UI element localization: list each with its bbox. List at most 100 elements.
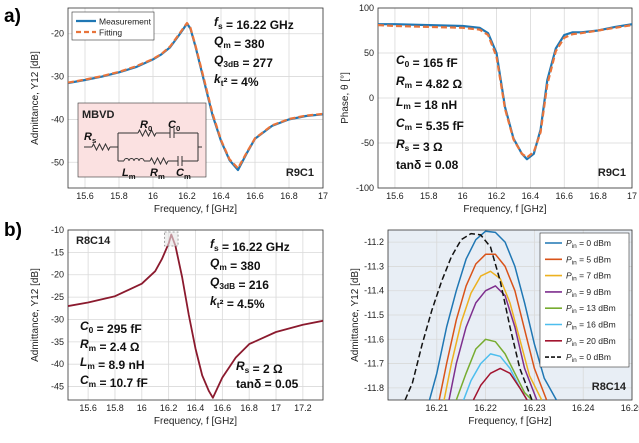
panel-label-a: a): [4, 6, 21, 27]
y-axis-label: Phase, θ [°]: [340, 72, 351, 124]
label-cm: Cm: [176, 167, 191, 181]
x-tick-label: 16.6: [246, 191, 264, 201]
series-line-p-in-13-dbm-4: [455, 338, 533, 400]
label-rm: Rm: [150, 167, 165, 181]
y-tick-label: 100: [359, 3, 374, 13]
x-tick-label: 16.24: [572, 403, 595, 413]
param-3: Cm = 5.35 fF: [396, 116, 464, 133]
param-top-0: fs = 16.22 GHz: [210, 237, 290, 254]
x-tick-label: 16.2: [178, 191, 196, 201]
mbvd-inset: MBVD Rs R0 C0 Lm Rm Cm: [77, 102, 207, 181]
plot-frame: [67, 7, 324, 189]
x-tick-label: 16.4: [187, 403, 205, 413]
y-tick-label: -100: [356, 183, 374, 193]
x-axis-label: Frequency, f [GHz]: [468, 416, 551, 427]
y-axis-label: Admittance, Y12 [dB]: [30, 51, 41, 145]
y-tick-label: -15: [51, 247, 64, 257]
y-tick-label: -30: [51, 72, 64, 82]
series-line-p-in-9-dbm-3: [448, 285, 538, 400]
legend-label-4: Pin = 13 dBm: [566, 303, 616, 315]
param-left-0: C0 = 295 fF: [80, 319, 142, 336]
y-tick-label: -50: [51, 157, 64, 167]
y-tick-label: -50: [361, 138, 374, 148]
series-line-p-in-0-dbm-0: [428, 230, 558, 400]
legend-label-0: Pin = 0 dBm: [566, 238, 611, 250]
series-line-p-in-20-dbm-6: [472, 367, 528, 400]
legend: Pin = 0 dBm Pin = 5 dBm Pin = 7 dBm Pin = 9…: [539, 232, 630, 368]
label-lm: Lm: [122, 167, 136, 181]
x-tick-label: 16.8: [280, 191, 298, 201]
resistor-symbol: [91, 142, 111, 152]
device-tag: R8C14: [592, 381, 627, 393]
x-tick-label: 15.8: [110, 191, 128, 201]
param-top-3: kt² = 4.5%: [210, 294, 265, 311]
y-tick-label: -11.4: [364, 286, 384, 296]
device-tag: R9C1: [286, 167, 314, 179]
y-tick-label: -35: [51, 337, 64, 347]
label-c0: C0: [168, 119, 180, 133]
resistor-symbol: [149, 156, 169, 166]
param-3: kt² = 4%: [214, 72, 259, 89]
x-tick-label: 15.6: [386, 191, 404, 201]
y-tick-label: 0: [369, 93, 374, 103]
x-axis-label: Frequency, f [GHz]: [154, 204, 237, 215]
y-tick-label: -11.3: [364, 261, 384, 271]
x-tick-label: 17: [271, 403, 281, 413]
legend-label-1: Pin = 5 dBm: [566, 254, 611, 266]
param-0: fs = 16.22 GHz: [214, 15, 294, 32]
param-left-3: Cm = 10.7 fF: [80, 373, 148, 390]
x-axis-label: Frequency, f [GHz]: [463, 204, 546, 215]
x-tick-label: 15.6: [79, 403, 97, 413]
param-5: tanδ = 0.08: [396, 158, 459, 172]
x-tick-label: 16.6: [214, 403, 232, 413]
legend-label-fitting: Fitting: [99, 28, 122, 38]
y-tick-label: -30: [51, 314, 64, 324]
x-tick-label: 16: [137, 403, 147, 413]
y-tick-label: -11.2: [364, 237, 384, 247]
inset-box: [77, 102, 207, 178]
y-tick-label: -10: [51, 225, 64, 235]
x-tick-label: 16: [458, 191, 468, 201]
param-0: C0 = 165 fF: [396, 53, 458, 70]
x-tick-label: 16.21: [426, 403, 449, 413]
device-tag: R8C14: [76, 235, 111, 247]
param-top-1: Qm = 380: [210, 256, 261, 273]
series-line-measurement-0: [378, 23, 632, 161]
x-tick-label: 15.8: [106, 403, 124, 413]
x-tick-label: 16.25: [621, 403, 639, 413]
legend-label-2: Pin = 7 dBm: [566, 271, 611, 283]
y-tick-label: -11.6: [364, 334, 384, 344]
param-top-2: Q3dB = 216: [210, 275, 269, 292]
x-tick-label: 16.23: [523, 403, 546, 413]
series-line-p-in-0-dbm-7: [404, 232, 533, 400]
param-right-0: Rs = 2 Ω: [236, 359, 283, 376]
y-axis-label: Admittance, Y12 [dB]: [350, 268, 361, 362]
x-tick-label: 16.2: [160, 403, 178, 413]
legend-label-6: Pin = 20 dBm: [566, 336, 616, 348]
x-tick-label: 16: [148, 191, 158, 201]
x-tick-label: 16.6: [556, 191, 574, 201]
y-tick-label: -20: [51, 29, 64, 39]
x-tick-label: 16.4: [212, 191, 230, 201]
inset-title: MBVD: [82, 109, 114, 121]
y-tick-label: -40: [51, 359, 64, 369]
y-tick-label: -45: [51, 382, 64, 392]
param-1: Rm = 4.82 Ω: [396, 74, 462, 91]
chart-admittance-r9c1: 15.6 15.8 16 16.2 16.4 16.6 16.8 17 -20 -30 -40 -50…: [30, 7, 328, 215]
peak-highlight-box: [164, 231, 179, 247]
x-tick-label: 16.22: [474, 403, 497, 413]
y-tick-label: -11.7: [364, 359, 384, 369]
x-axis-label: Frequency, f [GHz]: [154, 416, 237, 427]
x-tick-label: 16.4: [522, 191, 540, 201]
label-r0: R0: [140, 119, 152, 133]
legend-box: [71, 11, 155, 41]
x-tick-label: 15.8: [420, 191, 438, 201]
param-left-1: Rm = 2.4 Ω: [80, 337, 140, 354]
device-tag: R9C1: [598, 167, 626, 179]
y-tick-label: -11.8: [364, 383, 384, 393]
param-left-2: Lm = 8.9 nH: [80, 355, 144, 372]
legend-box: [539, 232, 630, 368]
